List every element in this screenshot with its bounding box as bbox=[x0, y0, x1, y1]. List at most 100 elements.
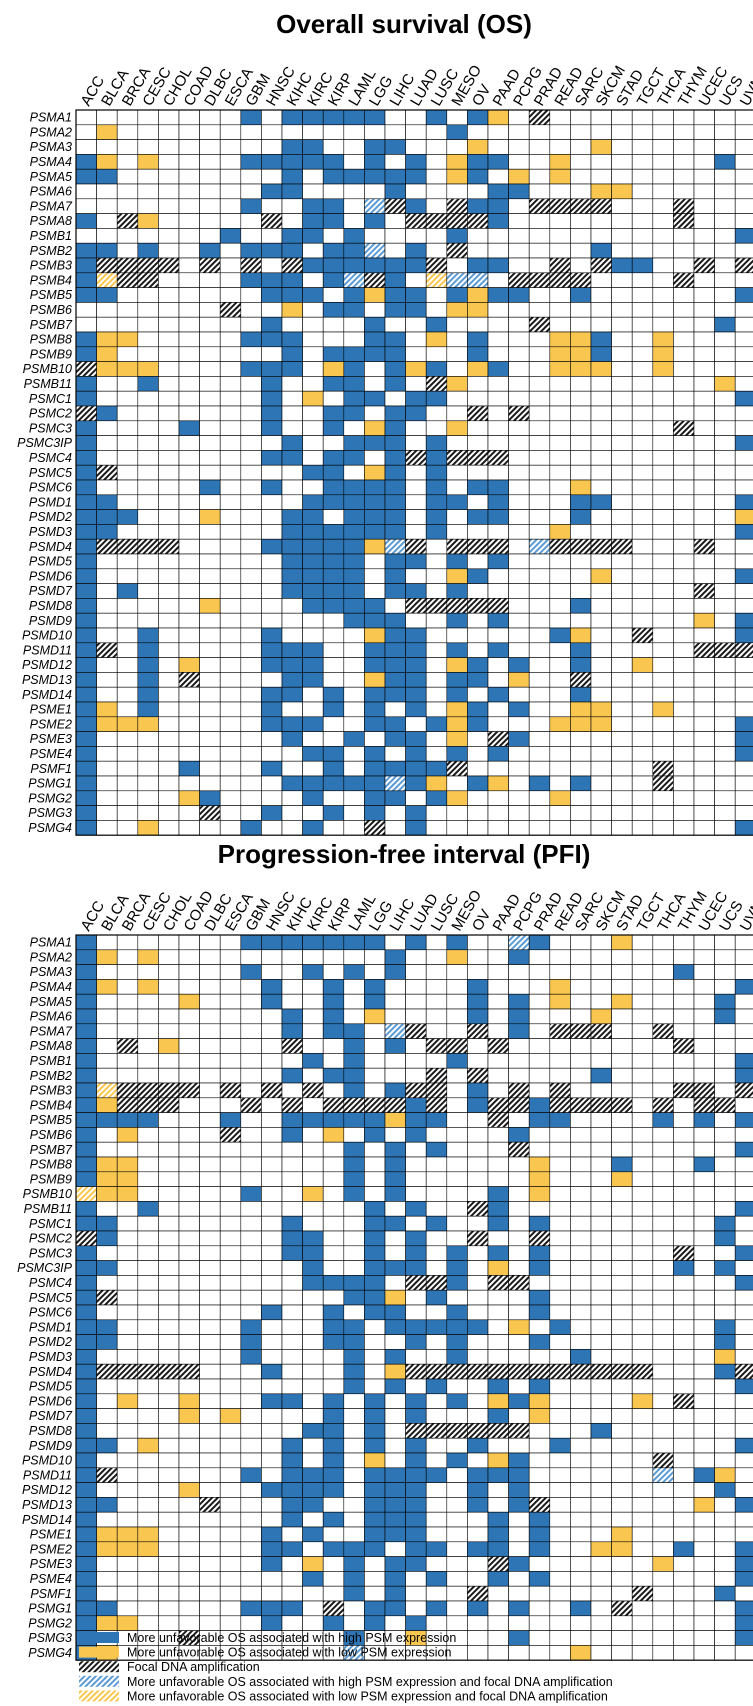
heatmap-cell bbox=[116, 1082, 139, 1099]
heatmap-cell bbox=[137, 1127, 159, 1143]
heatmap-cell bbox=[652, 1630, 674, 1646]
heatmap-cell bbox=[549, 1408, 571, 1424]
heatmap-cell bbox=[137, 272, 159, 288]
heatmap-cell bbox=[199, 1245, 221, 1261]
heatmap-cell bbox=[487, 405, 509, 422]
heatmap-cell bbox=[261, 1423, 283, 1439]
heatmap-cell bbox=[590, 1097, 612, 1113]
heatmap-cell bbox=[281, 1408, 303, 1424]
heatmap-cell bbox=[693, 731, 715, 747]
heatmap-cell bbox=[673, 1156, 695, 1173]
heatmap-cell bbox=[199, 524, 221, 540]
heatmap-cell bbox=[425, 346, 448, 362]
heatmap-cell bbox=[425, 1097, 448, 1113]
heatmap-cell bbox=[611, 1127, 633, 1143]
heatmap-cell bbox=[240, 1038, 262, 1054]
heatmap-cell bbox=[219, 213, 242, 229]
heatmap-cell bbox=[693, 1319, 715, 1335]
heatmap-cell bbox=[570, 1112, 592, 1128]
heatmap-cell bbox=[116, 198, 139, 214]
heatmap-cell bbox=[590, 1585, 612, 1602]
heatmap-cell bbox=[343, 1097, 365, 1113]
heatmap-cell bbox=[364, 435, 386, 451]
heatmap-cell bbox=[219, 1526, 242, 1543]
heatmap-cell bbox=[425, 1600, 448, 1617]
heatmap-cell bbox=[652, 1186, 674, 1202]
heatmap-cell bbox=[590, 1023, 612, 1039]
heatmap-cell bbox=[611, 1393, 633, 1409]
heatmap-cell bbox=[652, 790, 674, 806]
heatmap-cell bbox=[75, 672, 97, 688]
heatmap-cell bbox=[219, 1260, 242, 1276]
heatmap-cell bbox=[343, 479, 365, 496]
heatmap-cell bbox=[467, 1363, 489, 1380]
heatmap-cell bbox=[652, 1127, 674, 1143]
heatmap-cell bbox=[734, 805, 753, 821]
legend-label: More unfavorable OS associated with high… bbox=[127, 1675, 613, 1689]
heatmap-cell bbox=[199, 346, 221, 362]
heatmap-cell bbox=[611, 1497, 633, 1513]
heatmap-cell bbox=[364, 361, 386, 377]
heatmap-cell bbox=[590, 775, 612, 792]
heatmap-cell bbox=[96, 331, 118, 348]
heatmap-cell bbox=[714, 242, 736, 259]
heatmap-cell bbox=[590, 1349, 612, 1365]
heatmap-cell bbox=[219, 964, 242, 980]
heatmap-cell bbox=[261, 435, 283, 451]
heatmap-cell bbox=[384, 1378, 406, 1395]
heatmap-cell bbox=[178, 272, 200, 288]
heatmap-cell bbox=[178, 346, 200, 362]
heatmap-cell bbox=[240, 979, 262, 995]
heatmap-cell bbox=[405, 1141, 427, 1158]
heatmap-cell bbox=[673, 420, 695, 436]
heatmap-cell bbox=[631, 949, 654, 965]
heatmap-cell bbox=[261, 1053, 283, 1069]
heatmap-cell bbox=[590, 1112, 612, 1128]
heatmap-cell bbox=[364, 568, 386, 584]
heatmap-cell bbox=[199, 494, 221, 510]
heatmap-cell bbox=[590, 1067, 612, 1084]
heatmap-cell bbox=[425, 405, 448, 422]
heatmap-cell bbox=[219, 993, 242, 1010]
heatmap-cell bbox=[549, 450, 571, 466]
heatmap-cell bbox=[322, 183, 345, 200]
row-label: PSMD7 bbox=[29, 1409, 73, 1423]
heatmap-cell bbox=[528, 168, 551, 185]
heatmap-cell bbox=[158, 1112, 180, 1128]
heatmap-cell bbox=[178, 1482, 200, 1498]
heatmap-cell bbox=[178, 287, 200, 303]
heatmap-cell bbox=[322, 1526, 345, 1543]
row-label: PSMC5 bbox=[29, 466, 72, 480]
heatmap-cell bbox=[405, 242, 427, 259]
heatmap-cell bbox=[405, 1615, 427, 1631]
heatmap-cell bbox=[631, 1423, 654, 1439]
heatmap-cell bbox=[240, 1023, 262, 1039]
heatmap-cell bbox=[673, 1630, 695, 1646]
heatmap-cell bbox=[570, 494, 592, 510]
heatmap-cell bbox=[158, 1511, 180, 1528]
heatmap-cell bbox=[137, 168, 159, 185]
heatmap-cell bbox=[487, 183, 509, 200]
heatmap-cell bbox=[281, 124, 303, 140]
heatmap-cell bbox=[384, 1600, 406, 1617]
heatmap-cell bbox=[261, 716, 283, 732]
heatmap-cell bbox=[405, 1393, 427, 1409]
heatmap-cell bbox=[446, 1067, 468, 1084]
heatmap-cell bbox=[487, 553, 509, 570]
heatmap-cell bbox=[652, 538, 674, 555]
heatmap-cell bbox=[631, 1171, 654, 1187]
heatmap-cell bbox=[590, 1630, 612, 1646]
heatmap-cell bbox=[446, 583, 468, 599]
heatmap-cell bbox=[693, 553, 715, 570]
heatmap-cell bbox=[116, 1600, 139, 1617]
heatmap-cell bbox=[178, 538, 200, 555]
heatmap-cell bbox=[528, 993, 551, 1010]
heatmap-cell bbox=[734, 1260, 753, 1276]
heatmap-cell bbox=[96, 139, 118, 155]
heatmap-cell bbox=[570, 1186, 592, 1202]
heatmap-cell bbox=[425, 1215, 448, 1232]
heatmap-cell bbox=[116, 760, 139, 777]
heatmap-cell bbox=[487, 1112, 509, 1128]
heatmap-cell bbox=[693, 1260, 715, 1276]
heatmap-cell bbox=[549, 1511, 571, 1528]
